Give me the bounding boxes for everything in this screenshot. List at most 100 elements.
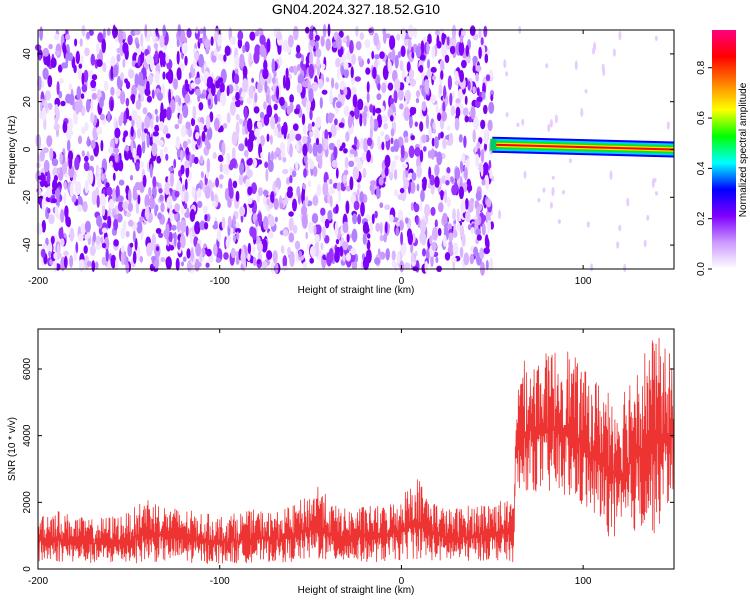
noise-speck	[207, 98, 212, 107]
noise-speck	[120, 251, 125, 265]
noise-speck	[77, 135, 83, 145]
noise-speck	[206, 158, 211, 173]
noise-speck	[194, 221, 201, 235]
noise-speck	[320, 207, 326, 216]
noise-speck	[271, 58, 276, 74]
noise-speck	[434, 176, 440, 188]
noise-speck	[83, 69, 89, 83]
noise-speck	[334, 250, 340, 263]
noise-speck	[356, 189, 360, 196]
noise-speck	[474, 146, 478, 153]
noise-speck	[134, 237, 138, 251]
noise-speck	[403, 106, 410, 121]
noise-speck	[449, 45, 456, 55]
noise-speck	[90, 99, 94, 111]
noise-speck	[203, 205, 208, 214]
noise-speck	[458, 186, 464, 200]
noise-speck	[281, 245, 285, 254]
noise-speck	[288, 232, 295, 243]
noise-speck	[200, 171, 204, 179]
noise-speck	[108, 198, 115, 210]
noise-speck	[222, 163, 229, 175]
noise-speck	[64, 205, 69, 218]
noise-speck	[132, 250, 137, 264]
noise-speck	[295, 161, 299, 171]
noise-speck	[237, 30, 244, 41]
noise-speck	[82, 201, 88, 213]
noise-speck	[295, 52, 302, 59]
spectrogram-y-label: Frequency (Hz)	[7, 116, 18, 185]
noise-speck	[177, 24, 182, 38]
noise-speck	[383, 123, 388, 130]
noise-speck	[375, 222, 381, 232]
noise-speck	[219, 163, 223, 173]
spectrogram-y-ticks: -40 -20 0 20 40	[22, 48, 674, 252]
noise-speck	[400, 231, 404, 246]
noise-speck	[111, 188, 116, 203]
noise-speck	[154, 205, 158, 217]
noise-speck	[357, 98, 364, 111]
noise-speck	[399, 103, 404, 110]
noise-speck	[312, 195, 319, 207]
noise-speck	[516, 122, 520, 128]
noise-speck	[325, 76, 330, 83]
noise-speck	[409, 78, 416, 87]
noise-speck	[626, 197, 630, 207]
noise-speck	[176, 38, 180, 48]
noise-speck	[409, 181, 416, 194]
noise-speck	[319, 96, 323, 109]
noise-speck	[446, 196, 451, 208]
noise-speck	[295, 142, 300, 152]
noise-speck	[43, 159, 50, 173]
noise-speck	[119, 41, 124, 57]
noise-speck	[177, 240, 181, 250]
noise-speck	[393, 155, 400, 161]
noise-speck	[394, 54, 399, 69]
noise-speck	[397, 209, 404, 221]
noise-speck	[162, 24, 166, 38]
noise-speck	[335, 57, 341, 68]
noise-speck	[147, 28, 153, 38]
noise-speck	[84, 180, 89, 194]
noise-speck	[90, 112, 95, 124]
noise-speck	[270, 191, 275, 204]
noise-speck	[60, 238, 65, 247]
noise-speck	[289, 143, 293, 158]
noise-speck	[374, 257, 381, 265]
noise-speck	[189, 208, 196, 222]
noise-speck	[382, 105, 385, 113]
noise-speck	[376, 185, 380, 200]
noise-speck	[483, 25, 488, 38]
noise-speck	[165, 256, 172, 270]
noise-speck	[210, 36, 214, 46]
noise-speck	[465, 56, 471, 63]
noise-speck	[455, 106, 461, 118]
noise-speck	[609, 170, 613, 180]
noise-speck	[168, 231, 173, 243]
noise-speck	[240, 263, 244, 270]
noise-speck	[54, 205, 59, 218]
noise-speck	[461, 29, 466, 37]
noise-speck	[457, 88, 464, 102]
noise-speck	[393, 138, 400, 152]
noise-speck	[411, 256, 416, 263]
noise-speck	[315, 116, 322, 128]
noise-speck	[127, 34, 133, 46]
noise-speck	[289, 128, 296, 142]
noise-speck	[136, 221, 143, 234]
noise-speck	[454, 117, 460, 131]
noise-speck	[395, 221, 400, 227]
noise-speck	[254, 128, 260, 138]
noise-speck	[65, 34, 71, 41]
noise-speck	[286, 177, 291, 185]
noise-speck	[371, 213, 375, 224]
noise-speck	[73, 250, 77, 262]
noise-speck	[192, 105, 197, 120]
noise-speck	[420, 40, 425, 56]
noise-speck	[334, 82, 339, 90]
noise-speck	[382, 65, 389, 81]
noise-speck	[204, 222, 209, 230]
noise-speck	[206, 248, 212, 257]
noise-speck	[253, 50, 260, 64]
y-tick-label: 2000	[22, 491, 33, 514]
